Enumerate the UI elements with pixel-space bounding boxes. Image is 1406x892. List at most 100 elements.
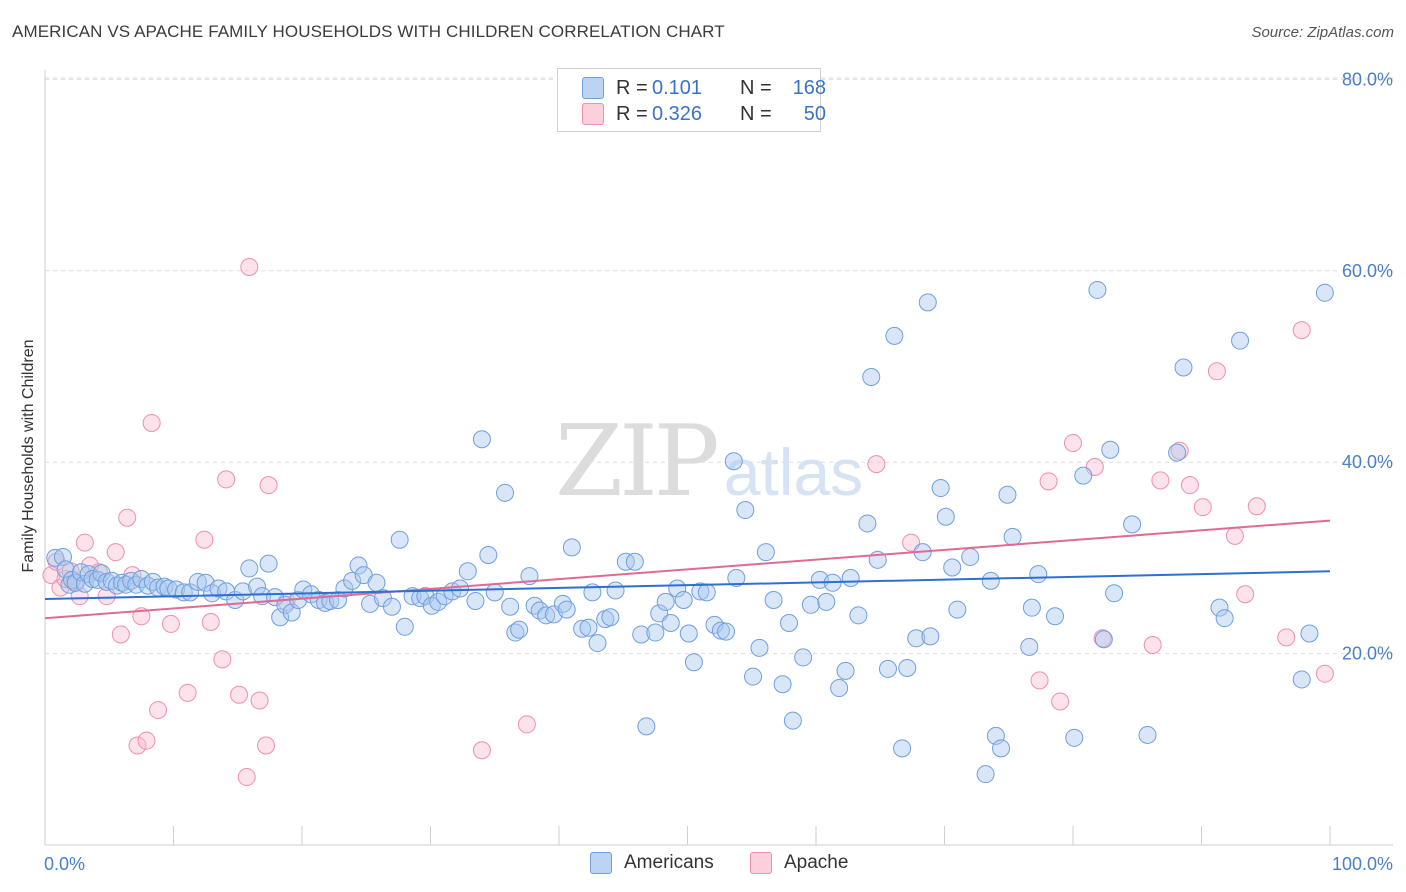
apache-point <box>195 530 214 549</box>
american-point <box>948 600 967 619</box>
apache-swatch <box>582 103 604 125</box>
legend-item-apache[interactable]: Apache <box>750 852 848 874</box>
american-point <box>931 479 950 498</box>
american-point <box>1020 637 1039 656</box>
american-point <box>679 624 698 643</box>
american-point <box>501 597 520 616</box>
american-point <box>66 573 85 592</box>
apache-point <box>472 741 491 760</box>
american-point <box>479 546 498 565</box>
american-point <box>992 739 1011 758</box>
american-point <box>107 576 126 595</box>
apache-point <box>1151 471 1170 490</box>
american-point <box>750 638 769 657</box>
american-point <box>1046 607 1065 626</box>
apache-point <box>217 470 236 489</box>
legend-n-label: N = <box>740 102 772 125</box>
american-point <box>83 569 102 588</box>
y-tick-label: 80.0% <box>1342 69 1393 89</box>
american-point <box>684 653 703 672</box>
american-point <box>858 514 877 533</box>
american-point <box>71 563 90 582</box>
american-point <box>764 591 783 610</box>
y-tick-label: 60.0% <box>1342 261 1393 281</box>
american-point <box>579 618 598 637</box>
american-point <box>1094 630 1113 649</box>
apache-point <box>257 736 276 755</box>
legend-row-apache: R = 0.326 N = 50 <box>582 101 826 127</box>
apache-point <box>1207 362 1226 381</box>
american-point <box>1105 584 1124 603</box>
american-point <box>451 579 470 598</box>
series-legend: Americans Apache <box>0 852 1406 878</box>
american-point <box>1315 283 1334 302</box>
apache-point <box>123 566 142 585</box>
label-layer: 20.0% 40.0% 60.0% 80.0% 0.0% 100.0% Family Hou… <box>20 69 1393 874</box>
american-point <box>132 569 151 588</box>
americans-swatch <box>582 77 604 99</box>
american-point <box>92 564 111 583</box>
american-point <box>656 592 675 611</box>
apache-legend-label: Apache <box>784 852 849 873</box>
apache-point <box>1236 585 1255 604</box>
american-point <box>97 572 116 591</box>
american-point <box>981 571 1000 590</box>
legend-item-americans[interactable]: Americans <box>590 852 714 874</box>
american-point <box>727 568 746 587</box>
apache-point <box>237 768 256 787</box>
apache-point <box>240 257 259 276</box>
apache-point <box>1093 629 1112 648</box>
american-point <box>783 711 802 730</box>
americans-legend-label: Americans <box>624 852 714 873</box>
american-point <box>943 558 962 577</box>
y-tick-label: 40.0% <box>1342 452 1393 472</box>
american-point <box>188 572 207 591</box>
american-point <box>510 620 529 639</box>
american-point <box>936 507 955 526</box>
apache-point <box>517 715 536 734</box>
apache-legend-swatch <box>750 852 772 874</box>
american-point <box>1088 280 1107 299</box>
american-point <box>382 597 401 616</box>
american-point <box>1101 440 1120 459</box>
apache-point <box>1292 321 1311 340</box>
legend-n-value: 50 <box>803 102 826 125</box>
legend-row-americans: R = 0.101 N = 168 <box>582 75 826 101</box>
apache-point <box>106 543 125 562</box>
americans-trendline <box>44 570 1331 601</box>
american-point <box>841 568 860 587</box>
apache-point <box>1039 472 1058 491</box>
apache-point <box>128 736 147 755</box>
apache-point <box>1030 671 1049 690</box>
american-point <box>717 622 736 641</box>
apache-points <box>42 257 1334 787</box>
american-point <box>367 573 386 592</box>
apache-point <box>111 625 130 644</box>
american-point <box>921 627 940 646</box>
american-point <box>836 661 855 680</box>
apache-point <box>213 650 232 669</box>
x-tick-label: 100.0% <box>1332 854 1393 874</box>
apache-point <box>75 533 94 552</box>
american-point <box>801 595 820 614</box>
american-point <box>343 571 362 590</box>
american-point <box>691 582 710 601</box>
apache-point <box>1193 498 1212 517</box>
american-point <box>862 368 881 387</box>
apache-point <box>1225 526 1244 545</box>
legend-n-value: 168 <box>792 76 826 99</box>
american-point <box>1074 466 1093 485</box>
apache-point <box>250 691 269 710</box>
apache-point <box>161 614 180 633</box>
american-point <box>661 613 680 632</box>
axis-layer <box>44 70 1393 846</box>
american-point <box>668 579 687 598</box>
apache-point <box>1170 441 1189 460</box>
american-point <box>458 562 477 581</box>
legend-r-label: R = <box>616 76 648 99</box>
american-point <box>878 659 897 678</box>
american-point <box>606 581 625 600</box>
american-point <box>1292 670 1311 689</box>
apache-point <box>230 685 249 704</box>
american-point <box>390 530 409 549</box>
